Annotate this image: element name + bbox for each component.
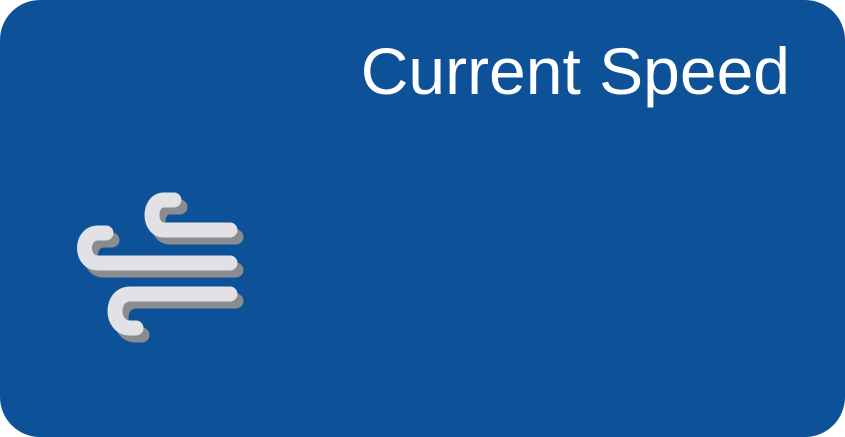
widget-title: Current Speed xyxy=(360,34,790,108)
wind-icon xyxy=(77,192,244,343)
